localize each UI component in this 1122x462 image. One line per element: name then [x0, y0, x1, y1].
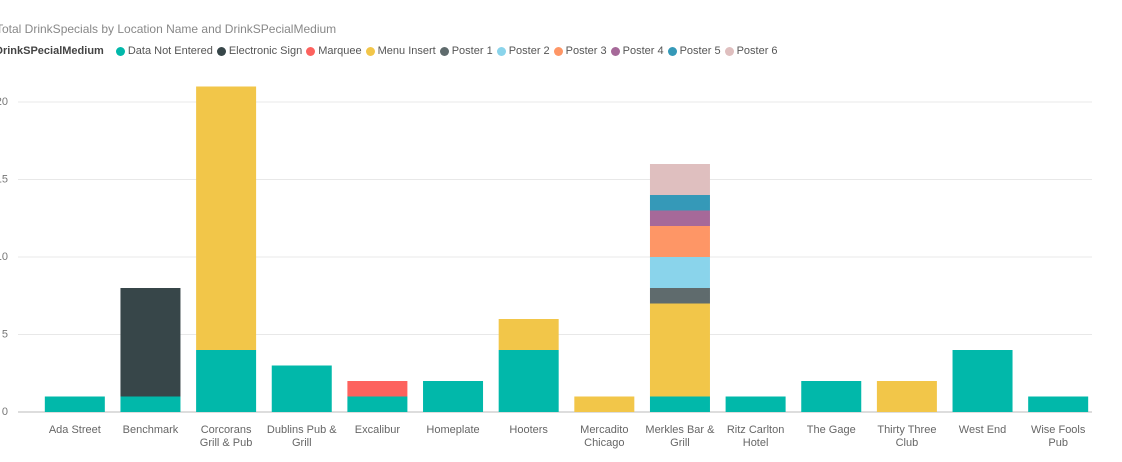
- bar-segment: [196, 86, 257, 350]
- legend-label: Poster 2: [508, 45, 550, 57]
- legend-swatch: [496, 46, 506, 56]
- legend-swatch: [553, 46, 563, 56]
- x-tick-label: Wise Fools Pub: [1030, 424, 1086, 449]
- legend-item: Marquee: [306, 45, 362, 57]
- bar-segment: [649, 257, 710, 288]
- legend-swatch: [610, 46, 620, 56]
- bar-segment: [574, 396, 635, 412]
- x-tick-label: Mercadito Chicago: [580, 424, 629, 449]
- legend-label: Poster 3: [565, 45, 607, 57]
- bar-segment: [498, 319, 559, 350]
- bar-segment: [196, 350, 257, 412]
- legend: DrinkSPecialMedium Data Not Entered Elect…: [0, 45, 782, 57]
- legend-label: Marquee: [318, 45, 362, 57]
- legend-label: Electronic Sign: [228, 45, 303, 57]
- legend-label: Menu Insert: [377, 45, 436, 57]
- bar-segment: [498, 350, 559, 412]
- bar-segment: [649, 195, 710, 211]
- legend-label: Poster 5: [679, 45, 721, 57]
- x-tick-label: Homeplate: [426, 424, 480, 436]
- bar-segment: [120, 396, 181, 412]
- legend-swatch: [365, 46, 375, 56]
- legend-item: Poster 1: [439, 45, 493, 57]
- legend-label: Poster 1: [451, 45, 493, 57]
- legend-label: Poster 6: [736, 45, 778, 57]
- y-tick-label: 5: [2, 328, 8, 340]
- legend-label: Poster 4: [622, 45, 664, 57]
- y-tick-label: 15: [0, 173, 8, 185]
- x-tick-label: Thirty Three Club: [877, 424, 937, 449]
- bar-segment: [801, 381, 862, 412]
- bar-segment: [649, 396, 710, 412]
- x-tick-label: The Gage: [806, 424, 856, 436]
- legend-item: Data Not Entered: [115, 45, 213, 57]
- x-tick-label: Corcorans Grill & Pub: [199, 424, 253, 449]
- legend-label: Data Not Entered: [127, 45, 213, 57]
- legend-swatch: [667, 46, 677, 56]
- x-tick-label: Ada Street: [48, 424, 101, 436]
- legend-item: Poster 2: [496, 45, 550, 57]
- legend-item: Menu Insert: [365, 45, 436, 57]
- y-tick-label: 0: [2, 406, 8, 418]
- x-tick-label: Excalibur: [354, 424, 401, 436]
- bar-segment: [725, 396, 786, 412]
- legend-item: Poster 4: [610, 45, 664, 57]
- bar-segment: [649, 288, 710, 304]
- bar-segment: [876, 381, 937, 412]
- bar-segment: [952, 350, 1013, 412]
- bar-segment: [649, 210, 710, 226]
- bar-segment: [649, 303, 710, 397]
- legend-item: Electronic Sign: [216, 45, 303, 57]
- legend-swatch: [306, 46, 316, 56]
- bar-segment: [649, 226, 710, 257]
- x-tick-label: West End: [958, 424, 1007, 436]
- bar-segment: [649, 164, 710, 195]
- legend-item: Poster 6: [724, 45, 778, 57]
- x-tick-label: Hooters: [509, 424, 548, 436]
- x-tick-label: Ritz Carlton Hotel: [726, 424, 785, 449]
- legend-title: DrinkSPecialMedium: [0, 45, 104, 57]
- legend-swatch: [724, 46, 734, 56]
- y-tick-label: 10: [0, 251, 8, 263]
- bar-segment: [347, 381, 408, 397]
- bar-segment: [347, 396, 408, 412]
- x-tick-label: Dublins Pub & Grill: [266, 424, 337, 449]
- y-tick-label: 20: [0, 96, 8, 108]
- legend-swatch: [216, 46, 226, 56]
- bar-segment: [423, 381, 484, 412]
- x-tick-label: Benchmark: [122, 424, 179, 436]
- bar-segment: [120, 288, 181, 397]
- legend-swatch: [439, 46, 449, 56]
- x-tick-label: Merkles Bar & Grill: [645, 424, 715, 449]
- legend-item: Poster 5: [667, 45, 721, 57]
- bar-segment: [1028, 396, 1089, 412]
- bar-segment: [44, 396, 105, 412]
- legend-item: Poster 3: [553, 45, 607, 57]
- chart-title: Total DrinkSpecials by Location Name and…: [0, 22, 337, 36]
- legend-swatch: [115, 46, 125, 56]
- bar-segment: [271, 365, 332, 412]
